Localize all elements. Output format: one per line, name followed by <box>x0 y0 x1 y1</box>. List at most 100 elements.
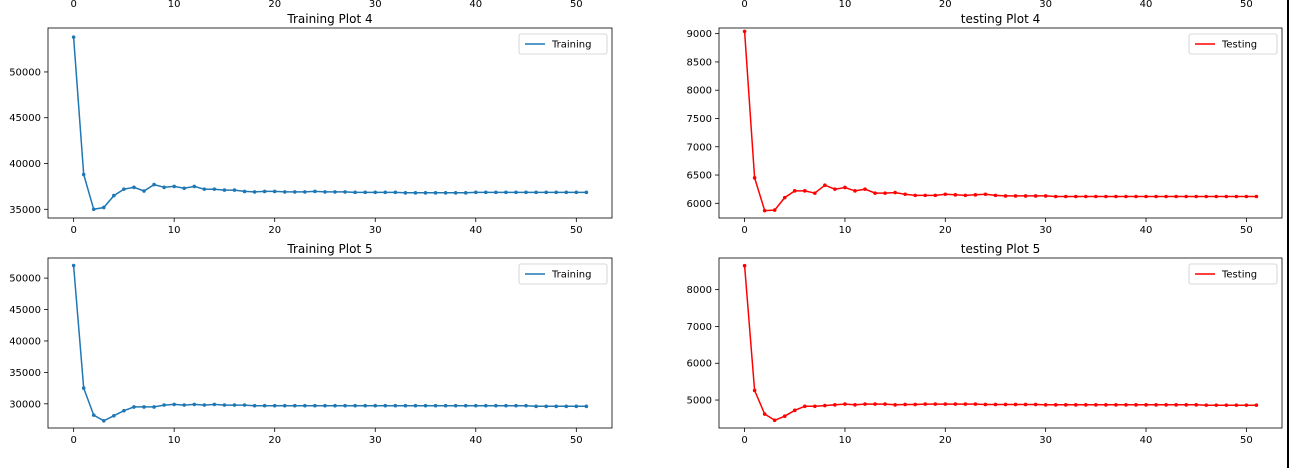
data-point <box>504 403 508 408</box>
data-point <box>1154 194 1158 199</box>
data-point <box>333 190 337 194</box>
top-strip-tick-label: 30 <box>1039 0 1052 10</box>
data-point <box>484 190 488 195</box>
data-point <box>1214 194 1219 199</box>
data-point <box>272 403 277 408</box>
data-point <box>1134 403 1138 407</box>
training-plot-5-panel: Training Plot 5 0 10 20 30 40 50 30000 35000 4000… <box>9 242 613 446</box>
legend-label: Training <box>551 270 591 281</box>
data-point <box>782 414 787 419</box>
x-tick-label: 30 <box>1039 435 1052 446</box>
axes-frame <box>47 27 613 219</box>
data-point <box>903 192 907 197</box>
y-tick-label: 6500 <box>687 171 712 182</box>
data-point <box>1114 403 1118 407</box>
data-point <box>1184 194 1188 199</box>
data-point <box>252 190 257 194</box>
data-point <box>182 186 187 191</box>
top-strip-tick-label: 0 <box>741 0 747 10</box>
data-point <box>524 403 528 408</box>
data-point <box>1124 403 1128 407</box>
data-point <box>833 187 837 191</box>
data-point <box>752 176 757 180</box>
data-point <box>534 404 538 409</box>
data-point <box>1114 194 1118 199</box>
data-point <box>1013 194 1018 198</box>
data-point <box>803 189 807 193</box>
x-tick-label: 40 <box>469 225 482 236</box>
legend-box <box>518 33 608 55</box>
x-tick-label: 30 <box>369 435 382 446</box>
chart-title: testing Plot 5 <box>961 242 1040 256</box>
data-point <box>1144 403 1148 407</box>
data-point <box>303 403 307 408</box>
data-point <box>903 402 907 407</box>
data-point <box>843 185 847 190</box>
data-point <box>443 403 448 408</box>
data-point <box>574 404 579 409</box>
data-point <box>443 191 448 195</box>
y-tick-label: 6000 <box>687 359 712 370</box>
data-point <box>1154 403 1158 407</box>
y-tick-label: 7000 <box>687 322 712 333</box>
x-tick-label: 0 <box>741 225 747 236</box>
data-point <box>101 205 106 210</box>
legend-box <box>1188 33 1278 55</box>
data-point <box>212 402 217 407</box>
legend: Testing <box>1188 33 1278 55</box>
x-tick-label: 10 <box>168 435 181 446</box>
data-point <box>373 403 378 408</box>
data-point <box>534 190 538 195</box>
data-point <box>192 402 197 407</box>
data-point <box>323 403 327 408</box>
data-point <box>1204 403 1209 407</box>
data-point <box>363 403 367 408</box>
data-point <box>1254 403 1259 407</box>
data-point <box>1084 194 1088 199</box>
data-point <box>333 403 337 408</box>
data-point <box>843 402 847 406</box>
data-point <box>792 408 797 413</box>
data-point <box>1184 403 1188 407</box>
data-point <box>293 190 297 194</box>
data-point <box>564 190 569 195</box>
y-tick-label: 7000 <box>687 142 712 153</box>
window-right-edge <box>1287 0 1289 468</box>
x-tick-label: 0 <box>70 225 76 236</box>
data-point <box>383 403 388 408</box>
data-point <box>544 404 548 409</box>
x-tick-label: 20 <box>939 435 952 446</box>
data-point <box>1194 194 1198 199</box>
data-point <box>463 403 468 408</box>
data-point <box>863 187 867 191</box>
data-point <box>353 403 357 408</box>
x-tick-label: 40 <box>469 435 482 446</box>
data-point <box>242 403 247 407</box>
data-point <box>833 403 837 407</box>
data-point <box>393 190 398 195</box>
y-tick-label: 5000 <box>687 396 712 407</box>
data-point <box>1073 194 1078 199</box>
x-tick-label: 40 <box>1140 435 1153 446</box>
y-tick-label: 40000 <box>9 336 41 347</box>
data-point <box>1063 194 1068 199</box>
data-point <box>823 403 827 408</box>
data-point <box>1003 402 1008 407</box>
legend: Testing <box>1188 263 1278 285</box>
x-tick-label: 10 <box>168 225 181 236</box>
data-point <box>403 191 408 195</box>
data-point <box>564 404 569 409</box>
data-point <box>343 190 347 194</box>
data-point <box>923 402 928 406</box>
top-strip-tick-label: 30 <box>369 0 382 10</box>
x-tick-label: 30 <box>369 225 382 236</box>
data-point <box>742 29 747 34</box>
data-point <box>883 402 887 406</box>
testing-plot-4-panel: testing Plot 4 0 10 20 30 40 50 6000 6500 7000 750… <box>687 12 1283 236</box>
y-tick-label: 45000 <box>9 305 41 316</box>
data-point <box>1204 194 1209 199</box>
data-point <box>1144 194 1148 199</box>
data-point <box>953 402 958 406</box>
data-point <box>423 191 428 195</box>
top-strip-tick-label: 50 <box>570 0 583 10</box>
